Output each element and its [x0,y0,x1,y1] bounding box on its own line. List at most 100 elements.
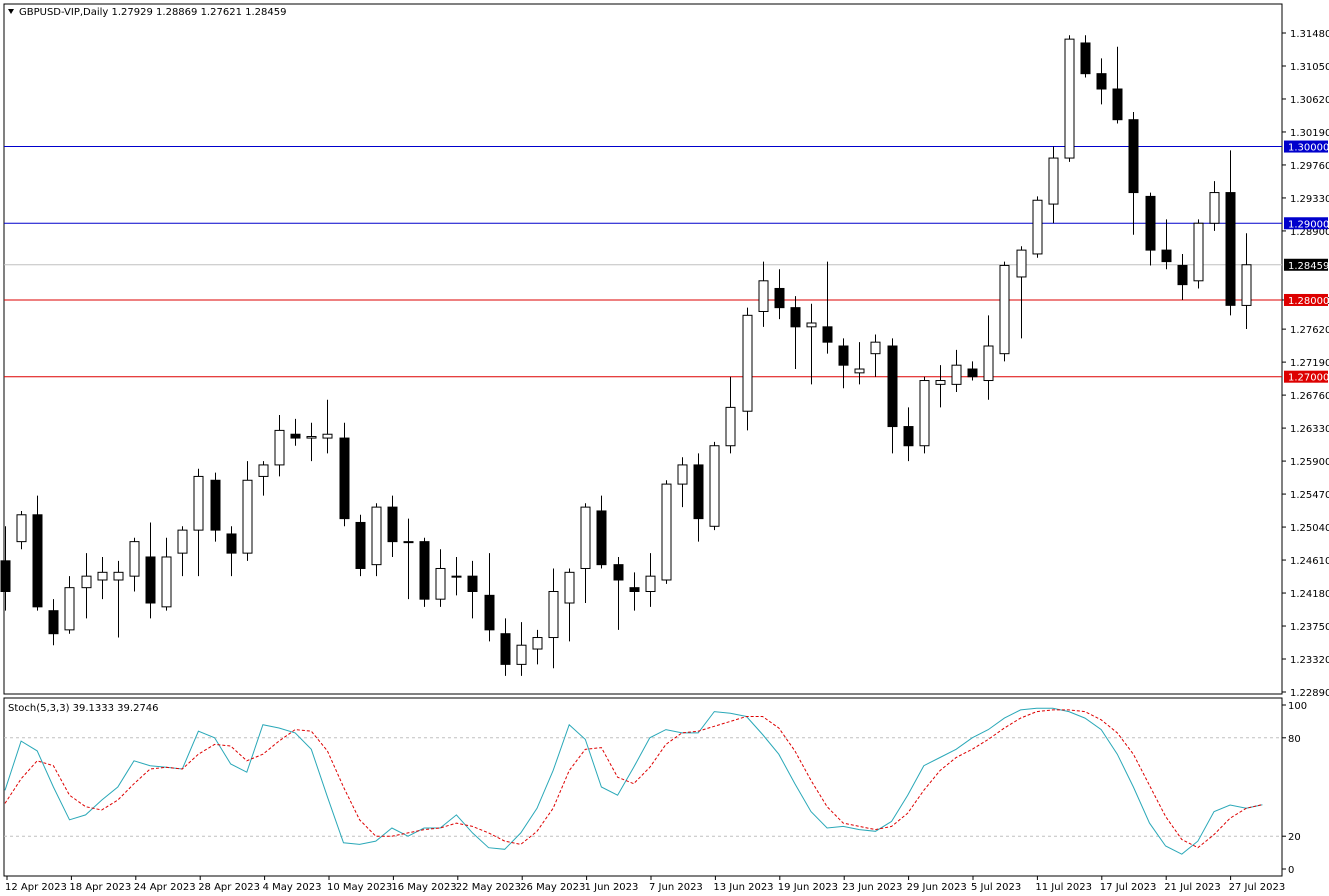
candle-body [355,521,366,569]
stoch-pane-frame [3,697,1283,877]
candle-body [629,587,640,593]
stoch-pane[interactable]: 100 80 20 0 Stoch(5,3,3) 39.1333 39.2746 [3,697,1307,877]
candle-body [32,514,43,608]
price-tick-label: 1.25470 [1290,490,1329,501]
candle-body [613,564,624,581]
candle-body [435,567,446,600]
candle-body [113,571,124,581]
price-tag [1284,140,1328,153]
stoch-signal-line [4,709,1263,849]
current-price-tag-label: 1.28459 [1288,261,1329,272]
candle-body [999,264,1010,355]
candle-body [903,426,914,447]
candles [0,35,1252,676]
price-tick-label: 1.31480 [1290,29,1329,40]
price-tick-label: 1.27620 [1290,325,1329,336]
price-tick-label: 1.29330 [1290,194,1329,205]
candle-body [1112,88,1123,121]
time-tick-label: 19 Jun 2023 [778,882,838,893]
candle-body [806,322,817,328]
price-tag-label: 1.27000 [1288,373,1329,384]
stoch-header: Stoch(5,3,3) 39.1333 39.2746 [8,703,159,714]
price-tag-label: 1.29000 [1288,219,1329,230]
price-axis: 1.31480 1.31050 1.30620 1.30190 1.29760 1.293… [1282,29,1329,699]
candle-body [919,380,930,447]
candle-body [532,637,543,650]
candle-body [306,436,317,439]
candle-body [1145,195,1156,251]
price-tick-label: 1.24610 [1290,556,1329,567]
time-tick-label: 11 Jul 2023 [1035,882,1092,893]
chart-menu-triangle-icon[interactable] [8,9,14,14]
candle-body [838,345,849,366]
stoch-tick-label: 100 [1288,701,1307,712]
candle-body [290,433,301,439]
candle-body [339,437,350,520]
price-tag [1284,370,1328,383]
candle-body [693,464,704,520]
candle-body [1209,192,1220,224]
candle-body [596,510,607,566]
price-tick-label: 1.29760 [1290,161,1329,172]
time-tick-label: 5 Jul 2023 [971,882,1021,893]
candle-body [48,610,59,635]
candle-body [1064,38,1075,159]
candle-body [484,594,495,631]
candle-body [16,514,27,543]
time-tick-label: 1 Jun 2023 [585,882,639,893]
candle-body [645,575,656,593]
time-axis: 12 Apr 2023 18 Apr 2023 24 Apr 2023 28 Apr … [5,876,1285,893]
price-tick-label: 1.25900 [1290,457,1329,468]
candle-body [387,506,398,543]
candle-body [854,368,865,374]
candle-body [419,541,430,600]
candle-body [451,575,462,578]
candle-body [1080,42,1091,75]
time-tick-label: 28 Apr 2023 [198,882,260,893]
time-tick-label: 17 Jul 2023 [1100,882,1157,893]
candle-body [870,341,881,355]
candle-body [161,556,172,608]
candle-body [774,287,785,309]
time-tick-label: 27 Jul 2023 [1229,882,1286,893]
candle-body [661,483,672,581]
candle-body [983,345,994,382]
time-tick-label: 26 May 2023 [520,882,585,893]
time-tick-label: 12 Apr 2023 [5,882,67,893]
price-tag [1284,293,1328,306]
candle-body [1225,192,1236,306]
price-tag-label: 1.30000 [1288,143,1329,154]
candle-body [564,571,575,604]
candle-body [677,464,688,485]
price-tick-label: 1.27190 [1290,358,1329,369]
time-tick-label: 21 Jul 2023 [1164,882,1221,893]
candle-body [210,479,221,531]
candle-body [516,644,527,665]
candle-body [935,380,946,385]
price-tick-label: 1.22890 [1290,688,1329,699]
candle-body [258,464,269,477]
time-tick-label: 24 Apr 2023 [134,882,196,893]
candle-body [64,587,75,631]
price-tag [1284,217,1328,230]
candle-body [1016,249,1027,278]
price-tick-label: 1.26760 [1290,391,1329,402]
candle-body [177,529,188,554]
candle-body [97,571,108,581]
candle-body [1241,264,1252,306]
candle-body [371,506,382,566]
stoch-tick-label: 20 [1288,832,1301,843]
candle-body [580,506,591,569]
candle-body [822,326,833,343]
candle-body [500,633,511,665]
time-tick-label: 23 Jun 2023 [842,882,902,893]
candle-body [1048,157,1059,205]
time-tick-label: 10 May 2023 [327,882,392,893]
main-pane[interactable]: 1.31480 1.31050 1.30620 1.30190 1.29760 1.293… [0,3,1329,699]
candle-body [0,560,11,593]
candle-body [81,575,92,589]
candle-body [1177,264,1188,286]
candle-body [129,541,140,577]
candle-body [274,429,285,466]
